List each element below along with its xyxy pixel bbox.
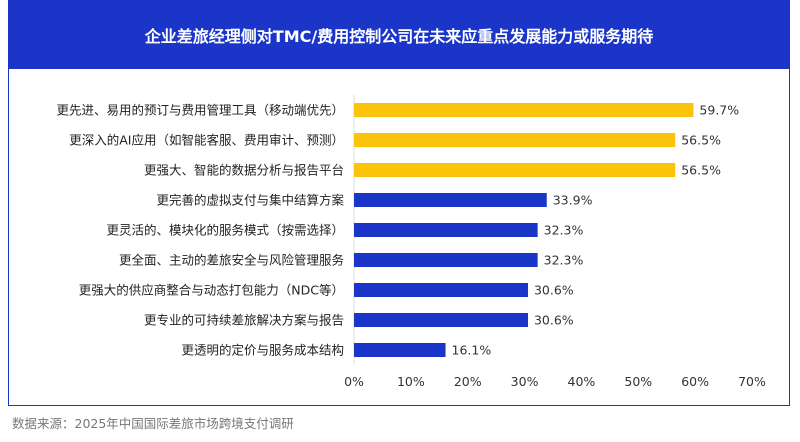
category-label: 更深入的AI应用（如智能客服、费用审计、预测） [69, 133, 344, 148]
category-label: 更全面、主动的差旅安全与风险管理服务 [119, 253, 344, 268]
category-label: 更灵活的、模块化的服务模式（按需选择） [106, 223, 344, 238]
category-label: 更专业的可持续差旅解决方案与报告 [144, 313, 344, 328]
data-label: 32.3% [544, 223, 584, 238]
chart-title: 企业差旅经理侧对TMC/费用控制公司在未来应重点发展能力或服务期待 [8, 0, 790, 69]
bar [354, 313, 528, 327]
data-label: 59.7% [699, 103, 739, 118]
data-label: 30.6% [534, 283, 574, 298]
x-tick-label: 40% [568, 374, 596, 389]
x-tick-label: 60% [681, 374, 709, 389]
bar [354, 193, 547, 207]
x-tick-label: 20% [454, 374, 482, 389]
category-label: 更透明的定价与服务成本结构 [181, 343, 344, 358]
x-tick-label: 70% [738, 374, 766, 389]
data-label: 33.9% [553, 193, 593, 208]
bar [354, 223, 538, 237]
data-label: 56.5% [681, 133, 721, 148]
bar [354, 103, 694, 117]
category-label: 更强大的供应商整合与动态打包能力（NDC等） [79, 283, 344, 298]
x-tick-label: 0% [344, 374, 364, 389]
bar [354, 163, 676, 177]
x-tick-label: 50% [624, 374, 652, 389]
bar [354, 343, 446, 357]
data-label: 56.5% [681, 163, 721, 178]
bar [354, 253, 538, 267]
category-label: 更完善的虚拟支付与集中结算方案 [156, 193, 344, 208]
data-label: 30.6% [534, 313, 574, 328]
bar [354, 283, 528, 297]
source-note: 数据来源：2025年中国国际差旅市场跨境支付调研 [12, 416, 294, 431]
category-label: 更强大、智能的数据分析与报告平台 [144, 163, 344, 178]
x-tick-label: 30% [511, 374, 539, 389]
data-label: 16.1% [452, 343, 492, 358]
data-label: 32.3% [544, 253, 584, 268]
chart-frame [8, 0, 790, 406]
bar [354, 133, 676, 147]
x-tick-label: 10% [397, 374, 425, 389]
category-label: 更先进、易用的预订与费用管理工具（移动端优先） [56, 103, 344, 118]
